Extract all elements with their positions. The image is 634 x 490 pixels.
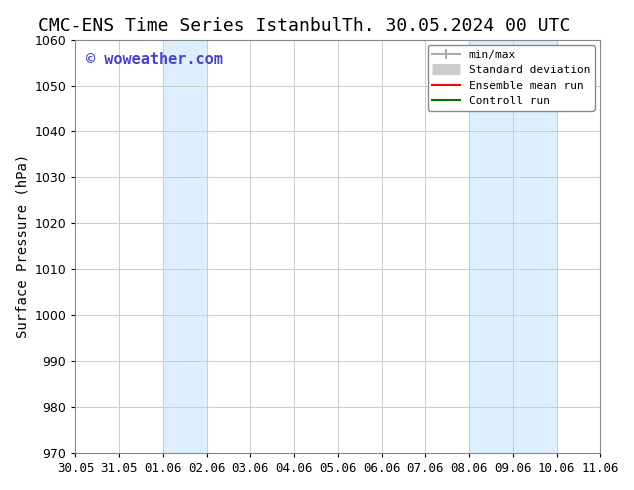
Bar (163, 40, 207, 453)
Text: Th. 30.05.2024 00 UTC: Th. 30.05.2024 00 UTC (342, 17, 571, 35)
Text: CMC-ENS Time Series Istanbul: CMC-ENS Time Series Istanbul (38, 17, 342, 35)
Y-axis label: Surface Pressure (hPa): Surface Pressure (hPa) (15, 154, 29, 339)
Text: © woweather.com: © woweather.com (86, 52, 223, 67)
Legend: min/max, Standard deviation, Ensemble mean run, Controll run: min/max, Standard deviation, Ensemble me… (428, 45, 595, 111)
Bar (469, 40, 557, 453)
